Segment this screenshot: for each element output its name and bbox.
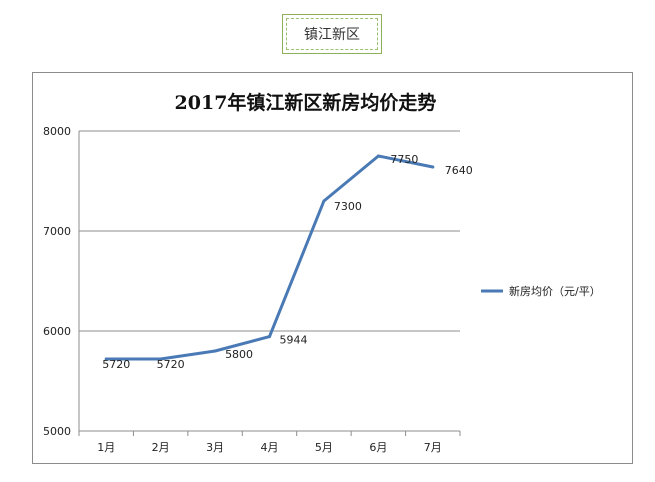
chart-frame: 2017年镇江新区新房均价走势 5000 6000 7000 8000 1月 2月 3月 4月 5… — [32, 72, 633, 464]
region-tab[interactable]: 镇江新区 — [282, 14, 382, 54]
data-label: 7300 — [334, 200, 362, 213]
x-tick-label: 6月 — [369, 441, 387, 454]
chart-title: 2017年镇江新区新房均价走势 — [175, 91, 437, 114]
data-label: 5720 — [157, 358, 185, 371]
region-tab-label: 镇江新区 — [286, 18, 378, 50]
data-point — [322, 199, 326, 203]
data-point — [159, 357, 163, 361]
data-label: 5800 — [225, 348, 253, 361]
data-label: 7750 — [390, 153, 418, 166]
data-point — [268, 335, 271, 339]
x-tick-label: 3月 — [206, 441, 224, 454]
data-label: 5944 — [280, 334, 308, 347]
y-tick-label: 5000 — [43, 425, 71, 438]
series-line — [104, 154, 435, 361]
x-tick-label: 4月 — [261, 441, 279, 454]
data-label: 5720 — [102, 358, 130, 371]
line-chart: 2017年镇江新区新房均价走势 5000 6000 7000 8000 1月 2月 3月 4月 5… — [43, 91, 601, 454]
data-point — [104, 357, 108, 361]
data-point — [213, 349, 217, 353]
x-tick-label: 5月 — [315, 441, 333, 454]
y-tick-label: 8000 — [43, 125, 71, 138]
x-tick-label: 2月 — [152, 441, 170, 454]
legend-label: 新房均价（元/平） — [509, 284, 601, 298]
y-tick-label: 6000 — [43, 325, 71, 338]
data-point — [431, 165, 435, 169]
x-tick-label: 7月 — [424, 441, 442, 454]
data-point — [376, 154, 380, 158]
x-tick-label: 1月 — [97, 441, 115, 454]
y-tick-label: 7000 — [43, 225, 71, 238]
data-label: 7640 — [445, 164, 473, 177]
